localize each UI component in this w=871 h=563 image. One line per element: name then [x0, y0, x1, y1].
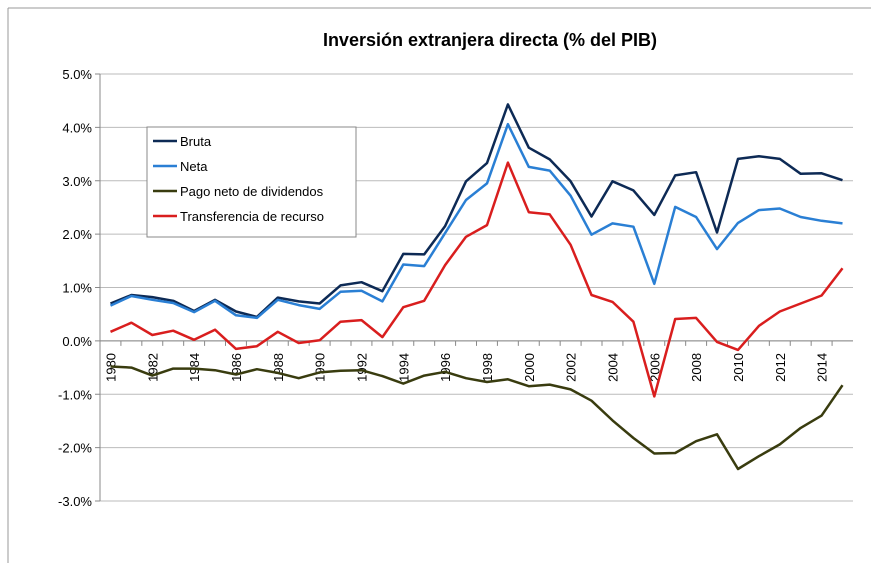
series-line: [109, 122, 843, 320]
x-tick-label: 1988: [271, 353, 286, 382]
x-tick-label: 2008: [689, 353, 704, 382]
legend-label: Bruta: [180, 134, 212, 149]
y-tick-label: -3.0%: [58, 494, 92, 509]
legend-label: Transferencia de recurso: [180, 209, 324, 224]
x-tick-label: 2010: [731, 353, 746, 382]
y-tick-label: 5.0%: [62, 67, 92, 82]
x-tick-label: 2006: [647, 353, 662, 382]
x-tick-label: 2012: [773, 353, 788, 382]
y-tick-label: -1.0%: [58, 387, 92, 402]
x-tick-label: 1998: [480, 353, 495, 382]
x-tick-label: 1994: [396, 353, 411, 382]
series-line: [110, 365, 844, 471]
x-tick-label: 1992: [354, 353, 369, 382]
x-tick-label: 2014: [815, 353, 830, 382]
x-tick-label: 2000: [522, 353, 537, 382]
legend-label: Pago neto de dividendos: [180, 184, 324, 199]
x-tick-label: 1982: [145, 353, 160, 382]
legend-label: Neta: [180, 159, 208, 174]
chart-title: Inversión extranjera directa (% del PIB): [323, 30, 657, 50]
y-tick-label: 2.0%: [62, 227, 92, 242]
series-line: [110, 161, 844, 398]
y-tick-label: 0.0%: [62, 334, 92, 349]
y-tick-label: 1.0%: [62, 281, 92, 296]
x-tick-label: 1986: [229, 353, 244, 382]
y-tick-label: 4.0%: [62, 120, 92, 135]
series-line: [110, 103, 843, 319]
x-tick-label: 1996: [438, 353, 453, 382]
legend-box: [146, 126, 357, 238]
y-tick-label: 3.0%: [62, 174, 92, 189]
y-tick-label: -2.0%: [58, 441, 92, 456]
x-tick-label: 2002: [564, 353, 579, 382]
x-tick-label: 1990: [313, 353, 328, 382]
x-tick-label: 2004: [605, 353, 620, 382]
